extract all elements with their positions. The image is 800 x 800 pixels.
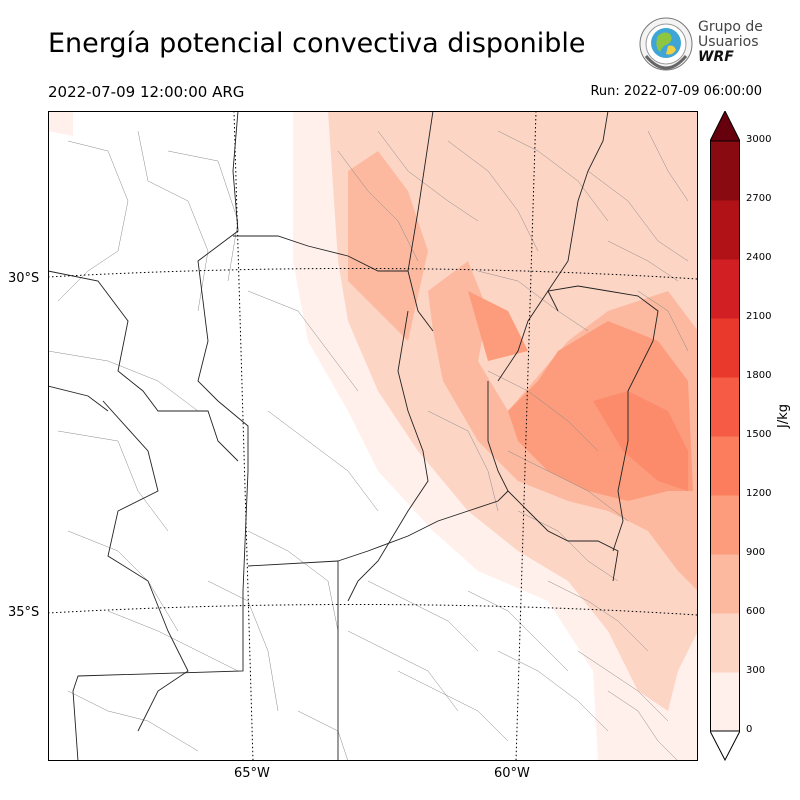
run-time: Run: 2022-07-09 06:00:00 (590, 84, 762, 99)
colorbar-under-triangle (710, 730, 740, 761)
colorbar-tick-label: 0 (746, 724, 753, 735)
lon-label-65w: 65°W (234, 766, 270, 781)
colorbar-frame (710, 140, 740, 732)
colorbar-tick-label: 2100 (746, 311, 772, 322)
colorbar-band (710, 436, 740, 496)
logo-line3: WRF (698, 49, 734, 65)
graticule (48, 111, 698, 761)
colorbar-band (710, 672, 740, 732)
colorbar-tick-label: 2700 (746, 193, 772, 204)
map-title: Energía potencial convectiva disponible (48, 28, 586, 59)
wrf-group-logo: Grupo de Usuarios WRF (638, 16, 768, 76)
map-frame (48, 111, 698, 761)
colorbar-band (710, 318, 740, 378)
colorbar-tick-label: 1500 (746, 429, 772, 440)
lat-label-35s: 35°S (8, 605, 40, 620)
lat-label-30s: 30°S (8, 271, 40, 286)
colorbar-unit-label: J/kg (776, 404, 791, 428)
colorbar-tick-label: 300 (746, 665, 766, 676)
department-boundaries (48, 130, 689, 761)
logo-line1: Grupo de (698, 19, 763, 35)
colorbar-tick-label: 900 (746, 547, 766, 558)
colorbar-band (710, 259, 740, 319)
colorbar-band (710, 141, 740, 201)
logo-line2: Usuarios (698, 34, 759, 50)
lat-35s-line (48, 603, 698, 616)
lat-30s-line (48, 267, 698, 280)
valid-time: 2022-07-09 12:00:00 ARG (48, 83, 245, 101)
colorbar-band (710, 613, 740, 673)
colorbar-band (710, 495, 740, 555)
colorbar-tick-label: 3000 (746, 134, 772, 145)
cape-level-4 (593, 391, 688, 491)
colorbar-band (710, 554, 740, 614)
colorbar (710, 111, 740, 761)
colorbar-tick-label: 1800 (746, 370, 772, 381)
colorbar-band (710, 200, 740, 260)
cape-fill (48, 111, 698, 761)
lon-label-60w: 60°W (494, 766, 530, 781)
cape-map (48, 111, 698, 761)
lon-60w-line (515, 111, 537, 761)
colorbar-tick-label: 1200 (746, 488, 772, 499)
colorbar-tick-label: 2400 (746, 252, 772, 263)
lon-65w-line (233, 111, 254, 761)
globe-seal-icon (639, 17, 693, 71)
colorbar-band (710, 377, 740, 437)
colorbar-tick-label: 600 (746, 606, 766, 617)
province-boundaries (48, 111, 659, 761)
colorbar-over-triangle (710, 111, 740, 142)
